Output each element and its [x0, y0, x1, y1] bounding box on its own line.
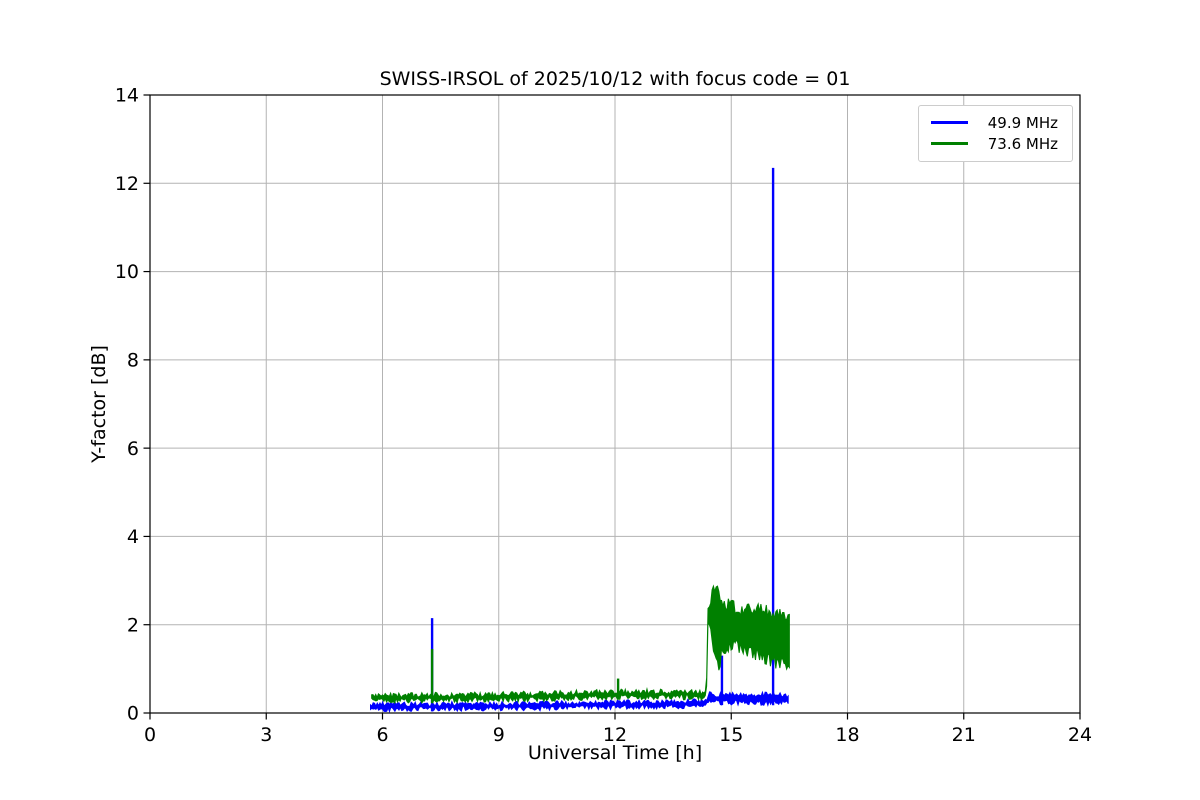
legend-entry: 49.9 MHz	[931, 112, 1064, 133]
legend-entry: 73.6 MHz	[931, 133, 1064, 154]
legend-line-sample	[931, 121, 968, 124]
legend: 49.9 MHz 73.6 MHz	[918, 105, 1073, 162]
series-group	[369, 167, 790, 713]
chart-title: SWISS-IRSOL of 2025/10/12 with focus cod…	[379, 68, 851, 90]
x-tick-label: 3	[260, 724, 272, 746]
grid	[150, 95, 1080, 713]
y-tick-label: 6	[127, 438, 139, 460]
x-tick-label: 9	[493, 724, 505, 746]
series-band-73-6-mhz	[371, 584, 790, 705]
x-tick-label: 21	[952, 724, 976, 746]
x-tick-label: 24	[1068, 724, 1092, 746]
y-tick-label: 2	[127, 614, 139, 636]
y-tick-label: 0	[127, 703, 139, 725]
x-tick-label: 12	[603, 724, 627, 746]
series-band-49-9-mhz	[369, 690, 789, 713]
y-tick-label: 8	[127, 350, 139, 372]
x-axis-label: Universal Time [h]	[527, 742, 703, 764]
x-tick-label: 0	[144, 724, 156, 746]
y-tick-label: 12	[115, 173, 139, 195]
legend-label: 73.6 MHz	[987, 134, 1058, 153]
legend-label: 49.9 MHz	[987, 113, 1058, 132]
legend-line-sample	[931, 142, 968, 145]
x-tick-label: 18	[835, 724, 859, 746]
y-tick-label: 14	[115, 85, 139, 107]
y-tick-label: 10	[115, 261, 139, 283]
x-tick-label: 6	[376, 724, 388, 746]
y-tick-label: 4	[127, 526, 139, 548]
x-tick-label: 15	[719, 724, 743, 746]
